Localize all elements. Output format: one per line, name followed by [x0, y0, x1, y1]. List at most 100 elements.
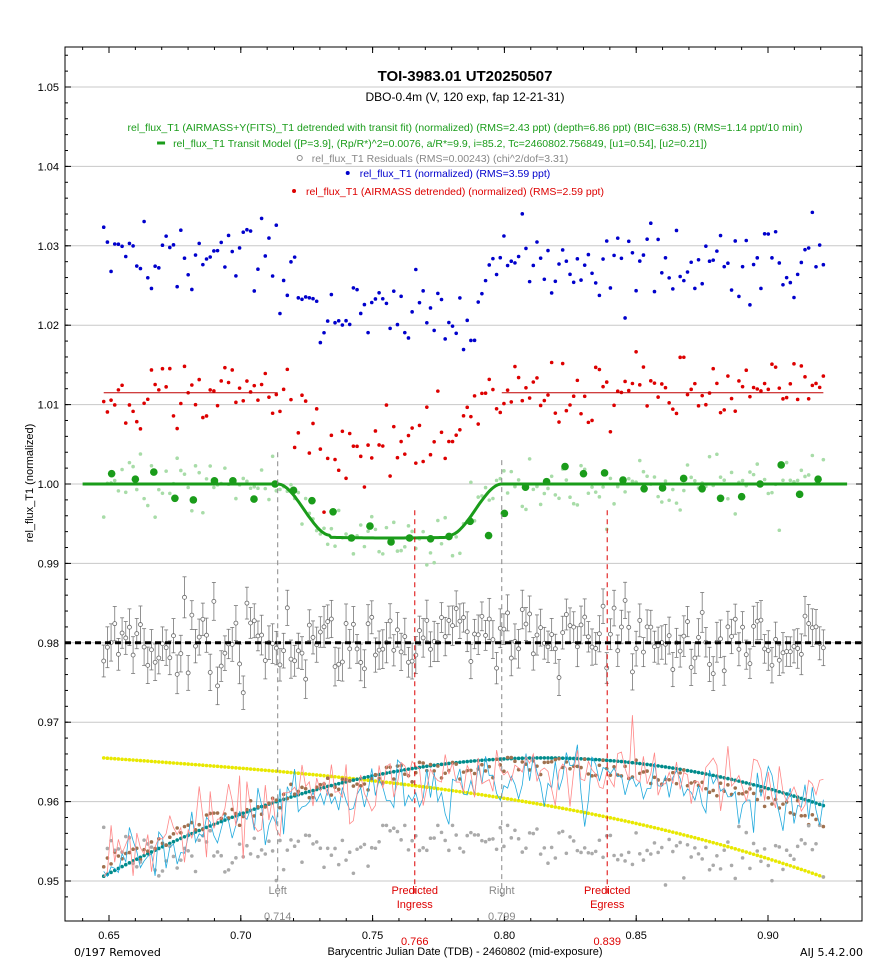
comparison-gray-point [667, 837, 671, 842]
comparison-gray-point [814, 841, 818, 846]
comparison-gray-point [325, 846, 330, 851]
comparison-gray-point [615, 857, 620, 862]
comparison-yellow-point [494, 795, 499, 799]
raw-flux-point [432, 328, 436, 333]
y-tick-label: 1.03 [38, 241, 59, 253]
comparison-gray-point [781, 867, 785, 872]
airmass-detrended-point [792, 362, 796, 366]
airmass-detrended-point [645, 404, 649, 408]
airmass-detrended-point [615, 389, 620, 393]
comparison-gray-point [608, 833, 613, 838]
detrended-point [593, 490, 598, 494]
comparison-teal-point [366, 775, 370, 779]
airmass-detrended-point [491, 387, 495, 392]
raw-flux-point [645, 237, 649, 241]
comparison-yellow-point [270, 769, 275, 773]
comparison-yellow-point [671, 830, 675, 834]
airmass-detrended-point [219, 379, 224, 383]
comparison-yellow-point [733, 847, 738, 851]
residual-point [196, 634, 202, 640]
airmass-detrended-point [447, 439, 451, 444]
comparison-gray-point [762, 847, 767, 851]
comparison-yellow-point [223, 765, 227, 769]
comparison-yellow-point [766, 856, 771, 861]
residual-point [336, 661, 342, 667]
comparison-teal-point [777, 789, 782, 794]
detrended-point [175, 456, 179, 461]
residual-point [215, 683, 220, 689]
comparison-brown-point [472, 771, 477, 776]
detrended-point [601, 485, 605, 489]
detrended-point [296, 490, 301, 495]
comparison-gray-point [461, 850, 466, 854]
comparison-gray-point [223, 870, 227, 874]
comparison-brown-point [803, 813, 807, 818]
binned-point [600, 469, 609, 477]
comparison-yellow-point [447, 788, 451, 792]
comparison-gray-point [505, 823, 510, 828]
binned-point [716, 494, 725, 503]
airmass-detrended-point [134, 419, 139, 424]
residual-point [743, 652, 749, 658]
raw-flux-point [369, 300, 374, 305]
detrended-point [278, 487, 282, 492]
comparison-gray-point [704, 845, 708, 850]
comparison-brown-point [733, 786, 738, 790]
residual-point [339, 659, 345, 665]
comparison-brown-point [715, 793, 719, 798]
airmass-detrended-point [483, 391, 488, 396]
raw-flux-point [707, 259, 712, 263]
airmass-detrended-point [590, 418, 594, 423]
comparison-teal-point [391, 769, 396, 774]
airmass-detrended-point [498, 410, 503, 415]
airmass-detrended-point [230, 368, 235, 372]
residual-point [769, 662, 775, 668]
comparison-gray-point [520, 850, 525, 854]
comparison-brown-point [336, 787, 341, 792]
comparison-yellow-point [336, 775, 341, 779]
comparison-yellow-point [215, 764, 220, 769]
y-tick-label: 0.97 [38, 717, 59, 729]
comparison-yellow-point [219, 764, 224, 769]
airmass-detrended-point [223, 365, 227, 370]
legend-entry-text: rel_flux_T1 Transit Model ([P=3.9], (Rp/… [173, 138, 707, 150]
comparison-yellow-point [531, 801, 536, 805]
raw-flux-point [131, 244, 135, 248]
residual-point [193, 643, 198, 649]
detrended-point [652, 475, 657, 479]
binned-point [289, 486, 298, 495]
comparison-gray-point [711, 863, 716, 868]
airmass-detrended-point [505, 388, 510, 392]
comparison-gray-point [744, 830, 749, 835]
comparison-yellow-point [560, 806, 565, 811]
detrended-point [491, 496, 495, 501]
comparison-gray-point [634, 831, 638, 835]
raw-flux-point [314, 299, 319, 304]
detrended-point [362, 544, 367, 549]
detrended-point [660, 500, 664, 504]
comparison-teal-point [810, 800, 815, 804]
comparison-brown-point [325, 776, 330, 781]
raw-flux-point [351, 286, 356, 290]
comparison-teal-point [513, 756, 517, 761]
raw-flux-point [656, 237, 660, 242]
residual-point [670, 667, 676, 672]
comparison-brown-point [417, 760, 422, 765]
comparison-brown-point [546, 760, 550, 764]
raw-flux-point [792, 295, 796, 300]
comparison-teal-point [197, 828, 201, 833]
detrended-point [208, 464, 213, 468]
raw-flux-point [770, 256, 774, 260]
airmass-detrended-point [568, 403, 572, 407]
raw-flux-point [549, 291, 554, 295]
airmass-detrended-point [755, 387, 760, 391]
comparison-teal-point [491, 757, 495, 762]
raw-flux-point [678, 274, 682, 279]
residual-point [233, 620, 239, 626]
airmass-detrended-point [406, 433, 411, 438]
raw-flux-point [538, 256, 543, 260]
airmass-detrended-point [773, 365, 778, 369]
residual-point [479, 613, 485, 619]
raw-flux-point [340, 323, 345, 327]
comparison-yellow-point [226, 765, 231, 770]
